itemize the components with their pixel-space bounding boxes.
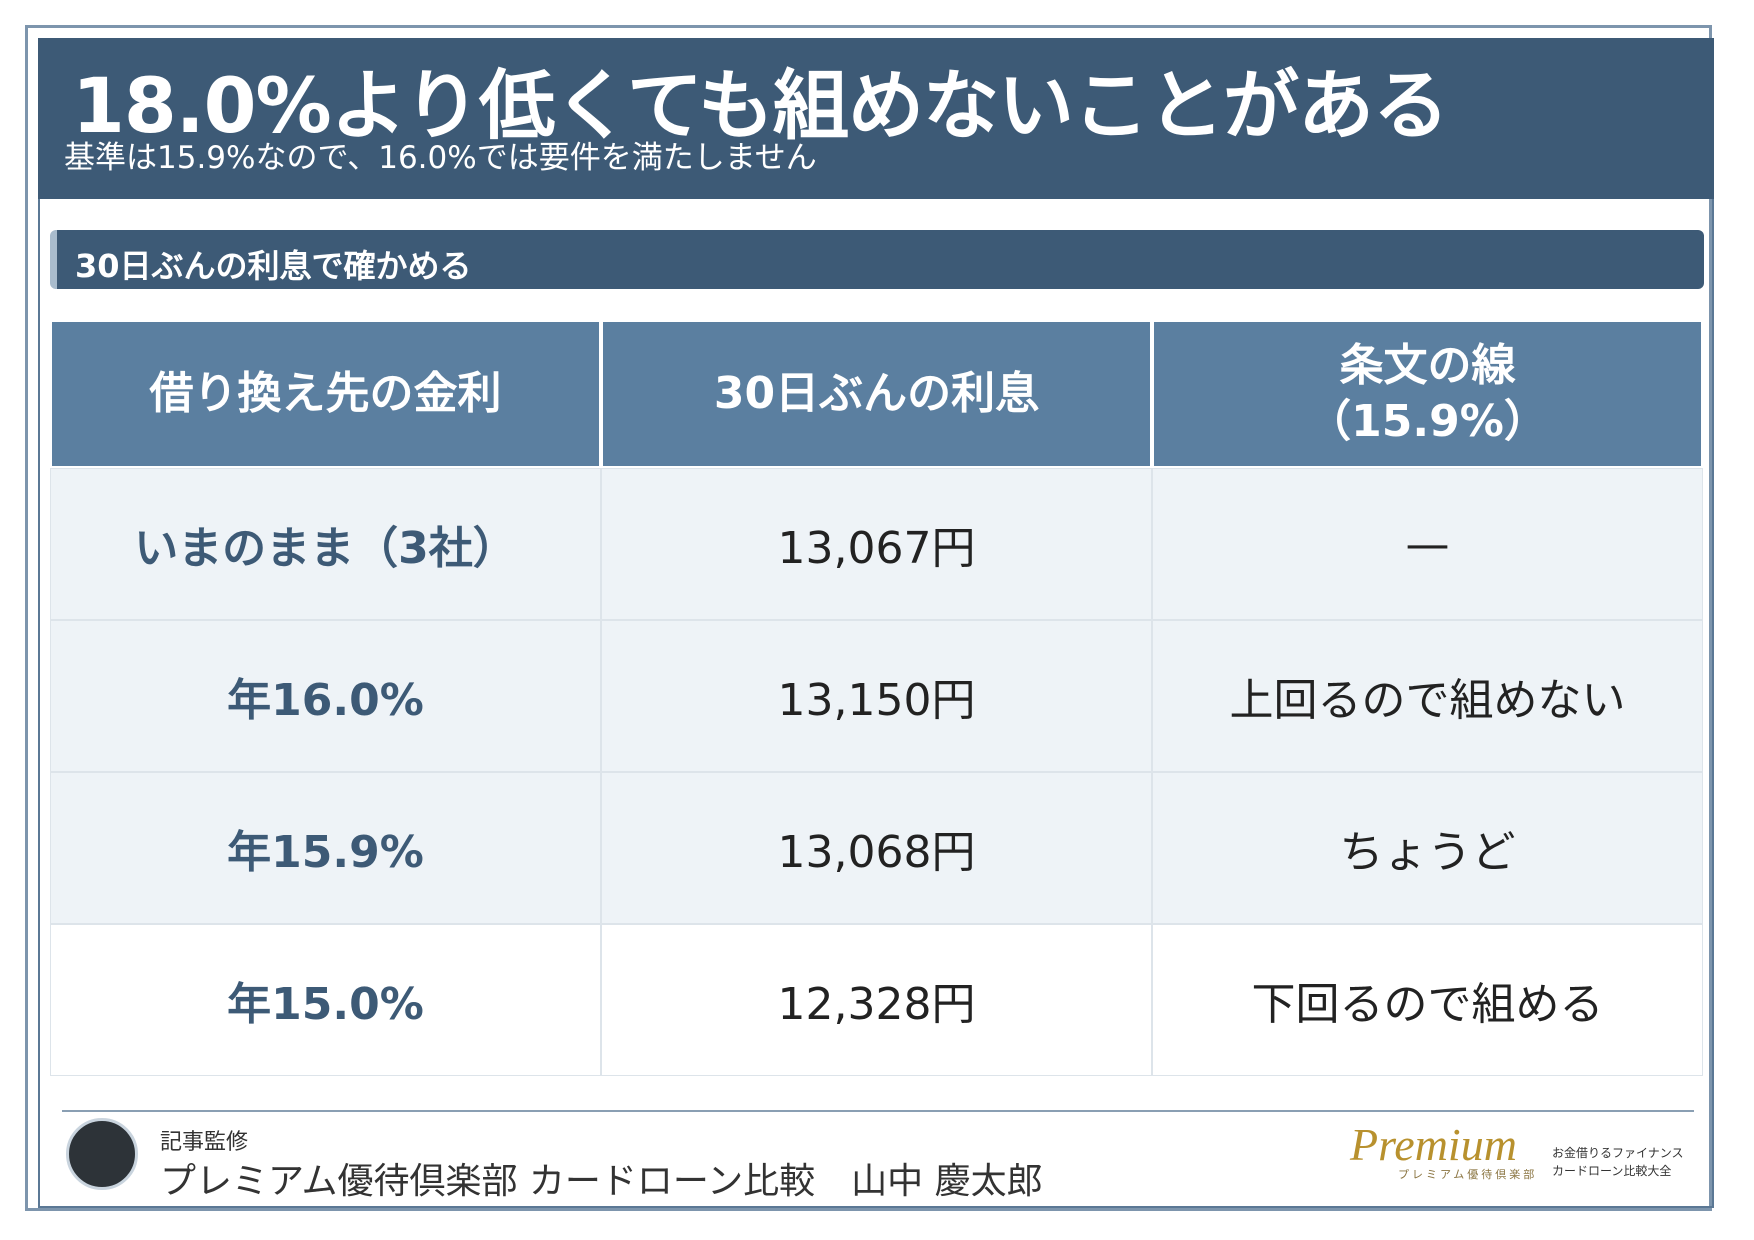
column-header: 借り換え先の金利 [50,320,601,468]
footer-author: プレミアム優待倶楽部 カードローン比較 山中 慶太郎 [160,1161,1043,1202]
column-header: 30日ぶんの利息 [601,320,1152,468]
cell: 年16.0% [50,620,601,772]
avatar [66,1118,138,1190]
cell: — [1152,468,1703,620]
cell: 年15.0% [50,924,601,1076]
cell: 12,328円 [601,924,1152,1076]
cell: いまのまま（3社） [50,468,601,620]
logo-tagline: お金借りるファイナンス [1552,1146,1684,1160]
section-title: 30日ぶんの利息で確かめる [75,247,472,285]
cell: ちょうど [1152,772,1703,924]
header-band [38,38,1714,199]
logo-tagline: カードローン比較大全 [1552,1164,1672,1178]
logo-name: Premium [1350,1119,1517,1170]
title: 18.0%より低くても組めないことがある [72,61,1449,150]
subtitle: 基準は15.9%なので、16.0%では要件を満たしません [64,140,817,176]
footer-rule [62,1110,1694,1112]
cell: 13,068円 [601,772,1152,924]
table: 借り換え先の金利 30日ぶんの利息 条文の線（15.9%） いまのまま（3社） … [50,320,1703,1076]
cell: 年15.9% [50,772,601,924]
section-bar: 30日ぶんの利息で確かめる [50,230,1704,289]
footer-label: 記事監修 [160,1130,249,1155]
cell: 下回るので組める [1152,924,1703,1076]
cell: 上回るので組めない [1152,620,1703,772]
column-header: 条文の線（15.9%） [1152,320,1703,468]
logo-sub: プレミアム優待倶楽部 [1398,1168,1538,1181]
outer-frame [25,25,1712,1211]
cell: 13,067円 [601,468,1152,620]
cell: 13,150円 [601,620,1152,772]
